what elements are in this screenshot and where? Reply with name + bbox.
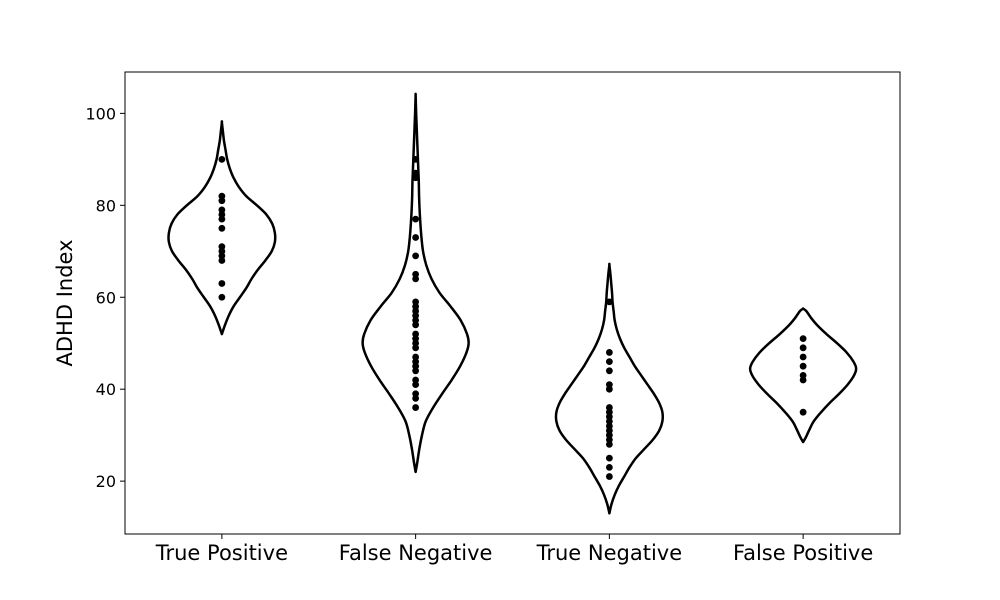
y-tick-label: 100 [85,104,116,123]
data-point [412,394,420,402]
data-point [799,353,807,361]
data-point [605,385,613,393]
data-point [605,473,613,480]
data-point [412,215,420,223]
data-point [799,335,807,343]
x-tick-label: True Positive [155,541,288,565]
x-tick-label: False Positive [733,541,873,565]
data-point [799,408,807,416]
data-point [605,349,613,356]
violin-false-negative [361,92,470,474]
x-tick-label: True Negative [536,541,683,565]
data-point [799,362,807,370]
data-point [412,321,420,329]
data-point [605,367,613,375]
points-layer [218,155,807,480]
data-point [605,298,613,306]
data-point [412,344,420,352]
y-axis-title: ADHD Index [53,240,77,367]
data-point [218,280,226,287]
y-tick-label: 20 [96,472,116,491]
data-point [218,215,226,223]
data-point [605,463,613,471]
data-point [218,224,226,232]
data-point [412,404,420,411]
data-point [605,440,613,448]
data-point [412,275,420,283]
data-point [412,155,420,163]
data-point [412,234,420,241]
data-point [218,155,226,163]
y-tick-label: 60 [96,288,116,307]
data-point [605,454,613,462]
data-point [605,358,613,366]
data-point [218,197,226,205]
y-axis: 20 40 60 80 100 [85,104,125,491]
y-tick-label: 80 [96,196,116,215]
data-point [412,174,420,182]
data-point [412,367,420,375]
x-axis: True Positive False Negative True Negative… [155,534,873,565]
y-tick-label: 40 [96,380,116,399]
data-point [412,252,420,260]
data-point [799,376,807,384]
data-point [799,344,807,352]
data-point [412,381,420,388]
plot-frame [124,71,901,535]
data-point [218,257,226,264]
data-point [218,293,226,301]
x-tick-label: False Negative [339,541,493,565]
